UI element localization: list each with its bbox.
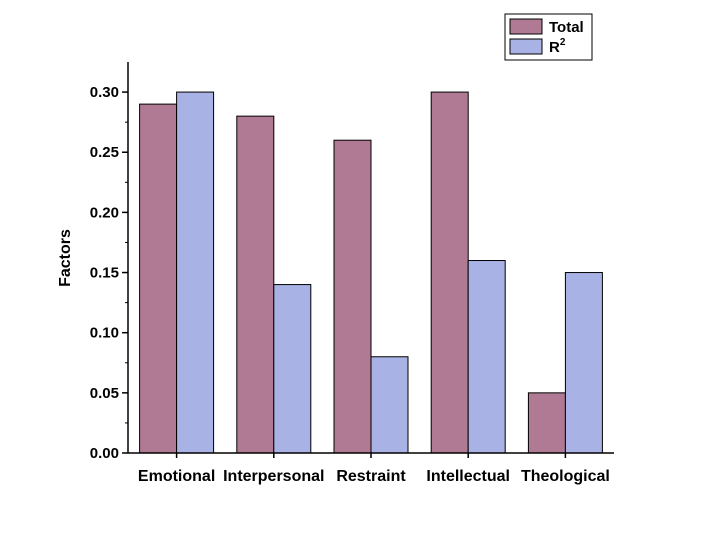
x-tick-label-interpersonal: Interpersonal xyxy=(223,468,324,485)
legend-label-total: Total xyxy=(549,19,584,36)
x-tick-label-theological: Theological xyxy=(521,468,610,485)
x-tick-label-intellectual: Intellectual xyxy=(426,468,510,485)
bar-restraint-r2 xyxy=(370,356,409,454)
x-tick-label-restraint: Restraint xyxy=(336,468,406,485)
y-ticks-group: 0.00 0.05 0.10 0.15 0.20 0.25 0.30 xyxy=(90,84,128,462)
bar-restraint-total xyxy=(333,139,372,454)
bars-group xyxy=(139,91,603,454)
x-labels-group: Emotional Interpersonal Restraint Intellect… xyxy=(138,453,610,485)
bar-emotional-r2 xyxy=(176,91,215,454)
legend-label-r2-base: R xyxy=(549,39,560,56)
y-tick-label: 0.05 xyxy=(90,385,119,402)
y-tick-label: 0.30 xyxy=(90,84,119,101)
bar-theological-r2 xyxy=(564,272,603,454)
bar-intellectual-total xyxy=(430,91,469,454)
legend-swatch-r2 xyxy=(509,38,543,55)
legend-label-r2: R2 xyxy=(549,37,566,56)
y-tick-label: 0.15 xyxy=(90,265,119,282)
x-tick-label-emotional: Emotional xyxy=(138,468,215,485)
bar-intellectual-r2 xyxy=(467,260,506,454)
bar-theological-total xyxy=(527,392,566,454)
y-tick-label: 0.25 xyxy=(90,144,119,161)
y-tick-label: 0.10 xyxy=(90,325,119,342)
bar-interpersonal-r2 xyxy=(273,284,312,454)
y-tick-label: 0.00 xyxy=(90,445,119,462)
bar-interpersonal-total xyxy=(236,115,275,454)
legend-swatch-total xyxy=(509,18,543,35)
y-axis-title: Factors xyxy=(57,229,74,287)
legend: Total R2 xyxy=(504,13,593,61)
bar-emotional-total xyxy=(139,103,178,454)
y-tick-label: 0.20 xyxy=(90,204,119,221)
legend-label-r2-superscript: 2 xyxy=(560,37,566,48)
